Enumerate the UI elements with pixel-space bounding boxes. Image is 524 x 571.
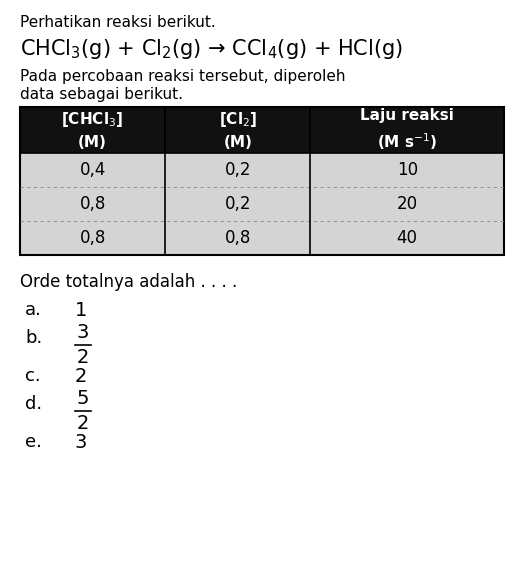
Text: a.: a. — [25, 301, 42, 319]
Text: 0,2: 0,2 — [225, 161, 251, 179]
Text: 20: 20 — [397, 195, 418, 213]
Bar — [310, 187, 504, 221]
Bar — [20, 107, 504, 255]
Text: CHCl$_3$(g) + Cl$_2$(g) → CCl$_4$(g) + HCl(g): CHCl$_3$(g) + Cl$_2$(g) → CCl$_4$(g) + H… — [20, 37, 403, 61]
Text: 0,8: 0,8 — [225, 229, 251, 247]
Text: 1: 1 — [75, 301, 88, 320]
Bar — [20, 107, 165, 153]
Bar — [20, 153, 165, 187]
Bar — [165, 107, 310, 153]
Text: 0,8: 0,8 — [80, 229, 106, 247]
Text: Laju reaksi
(M s$^{-1}$): Laju reaksi (M s$^{-1}$) — [361, 108, 454, 152]
Text: 5: 5 — [77, 389, 89, 408]
Text: data sebagai berikut.: data sebagai berikut. — [20, 87, 183, 102]
Text: d.: d. — [25, 395, 42, 413]
Bar — [310, 107, 504, 153]
Text: [Cl$_2$]
(M): [Cl$_2$] (M) — [219, 110, 257, 150]
Bar — [20, 221, 165, 255]
Text: b.: b. — [25, 329, 42, 347]
Text: 3: 3 — [75, 433, 88, 452]
Bar — [310, 153, 504, 187]
Bar — [310, 221, 504, 255]
Text: 0,8: 0,8 — [80, 195, 106, 213]
Bar — [165, 153, 310, 187]
Text: 40: 40 — [397, 229, 418, 247]
Text: 3: 3 — [77, 323, 89, 342]
Text: 10: 10 — [397, 161, 418, 179]
Text: 2: 2 — [75, 367, 88, 386]
Text: [CHCl$_3$]
(M): [CHCl$_3$] (M) — [61, 110, 124, 150]
Text: 2: 2 — [77, 414, 89, 433]
Bar — [165, 221, 310, 255]
Text: Perhatikan reaksi berikut.: Perhatikan reaksi berikut. — [20, 15, 216, 30]
Text: Orde totalnya adalah . . . .: Orde totalnya adalah . . . . — [20, 273, 237, 291]
Text: 2: 2 — [77, 348, 89, 367]
Text: Pada percobaan reaksi tersebut, diperoleh: Pada percobaan reaksi tersebut, diperole… — [20, 69, 345, 84]
Text: e.: e. — [25, 433, 42, 451]
Text: 0,4: 0,4 — [80, 161, 106, 179]
Text: 0,2: 0,2 — [225, 195, 251, 213]
Bar — [20, 187, 165, 221]
Text: c.: c. — [25, 367, 41, 385]
Bar — [165, 187, 310, 221]
